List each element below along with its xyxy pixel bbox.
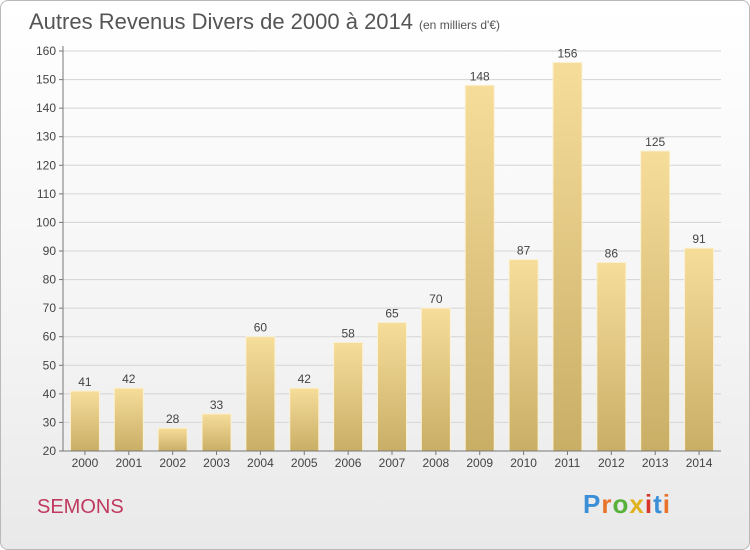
y-tick-label: 130: [36, 130, 56, 144]
bar-value-label: 91: [692, 232, 706, 246]
y-tick-label: 20: [43, 444, 57, 458]
bar-2003: [201, 413, 232, 452]
y-tick-label: 120: [36, 158, 56, 172]
bar-2013: [640, 150, 671, 452]
axes: 20 30 40 50 60 70 80 90 100 110 120 130 140 150 160 200…: [36, 44, 721, 470]
bar-2004: [245, 336, 276, 452]
bar-2002: [157, 427, 188, 452]
y-tick-label: 160: [36, 44, 56, 58]
y-tick-label: 140: [36, 101, 56, 115]
logo-letter: t: [653, 489, 663, 519]
bar-2006: [333, 341, 364, 452]
logo-letter: o: [612, 489, 630, 519]
chart-title-text: Autres Revenus Divers de 2000 à 2014: [29, 9, 414, 34]
chart-unit: (en milliers d'€): [419, 18, 500, 32]
y-tick-label: 60: [43, 330, 57, 344]
bar-value-label: 28: [166, 412, 180, 426]
bar-2008: [420, 307, 451, 452]
y-tick-label: 100: [36, 215, 56, 229]
x-tick-label: 2002: [159, 456, 186, 470]
x-tick-label: 2009: [466, 456, 493, 470]
x-tick-label: 2005: [291, 456, 318, 470]
x-tick-label: 2010: [510, 456, 537, 470]
bar-2007: [377, 321, 407, 452]
x-tick-label: 2014: [686, 456, 713, 470]
bar-value-label: 58: [341, 326, 355, 340]
x-tick-label: 2011: [555, 456, 581, 470]
bar-value-label: 70: [429, 292, 443, 306]
bar-value-label: 42: [298, 372, 312, 386]
x-tick-label: 2006: [335, 456, 362, 470]
x-tick-label: 2003: [203, 456, 230, 470]
logo-letter: i: [662, 489, 671, 519]
x-tick-label: 2004: [247, 456, 274, 470]
x-tick-label: 2013: [642, 456, 669, 470]
bar-value-label: 41: [78, 375, 92, 389]
y-tick-label: 80: [43, 273, 57, 287]
bar-value-label: 87: [517, 244, 531, 258]
logo-letter: P: [583, 489, 602, 519]
y-tick-label: 150: [36, 73, 56, 87]
y-tick-label: 50: [43, 358, 57, 372]
bar-value-label: 86: [605, 246, 619, 260]
bar-2005: [289, 387, 320, 452]
commune-name: SEMONS: [37, 496, 124, 518]
chart-title: Autres Revenus Divers de 2000 à 2014 (en …: [29, 9, 500, 35]
y-tick-label: 40: [43, 387, 57, 401]
bar-value-label: 65: [385, 306, 399, 320]
proxiti-logo: Proxiti: [583, 489, 671, 520]
y-tick-label: 110: [37, 187, 56, 201]
y-tick-label: 70: [43, 301, 57, 315]
bar-2001: [113, 387, 144, 452]
bar-value-label: 125: [645, 135, 665, 149]
x-tick-label: 2001: [115, 456, 142, 470]
x-tick-label: 2007: [379, 456, 406, 470]
logo-letter: r: [601, 489, 613, 519]
bar-2011: [552, 61, 583, 452]
x-tick-label: 2012: [598, 456, 625, 470]
logo-letter: i: [644, 489, 654, 519]
bar-2000: [69, 390, 100, 452]
bar-2010: [508, 259, 539, 452]
bar-value-label: 42: [122, 372, 136, 386]
logo-letter: x: [629, 489, 645, 519]
bar-2014: [684, 247, 715, 452]
bar-value-label: 60: [254, 321, 268, 335]
x-tick-label: 2008: [423, 456, 450, 470]
x-tick-label: 2000: [72, 456, 99, 470]
y-tick-label: 30: [43, 415, 57, 429]
bar-value-label: 156: [557, 46, 577, 60]
bar-value-label: 148: [470, 69, 490, 83]
bar-2012: [596, 261, 627, 452]
bars: 41 42 28 33 60 42 58 65 70 148 87 156 86 125 91: [69, 46, 715, 452]
bar-value-label: 33: [210, 398, 224, 412]
y-tick-label: 90: [43, 244, 57, 258]
bar-2009: [464, 84, 495, 452]
